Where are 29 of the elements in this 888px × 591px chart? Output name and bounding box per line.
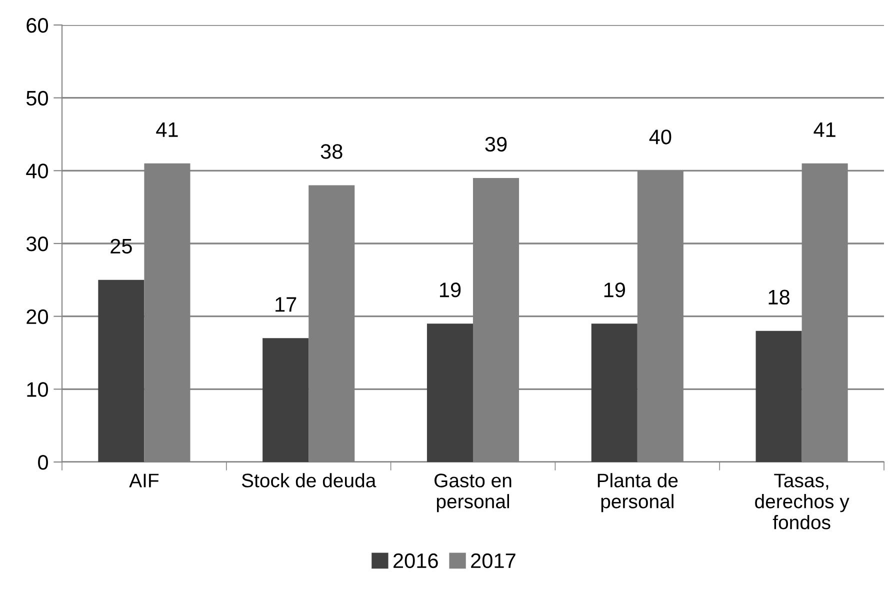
data-label: 41: [814, 122, 836, 137]
bar: [591, 324, 638, 462]
data-label: 17: [276, 297, 296, 312]
data-label: 38: [320, 144, 342, 159]
bar: [262, 338, 309, 462]
legend-label: 2016: [394, 553, 438, 568]
data-label: 19: [604, 282, 625, 298]
x-tick-label: Tasas, derechos y fondos: [755, 474, 850, 530]
y-tick-label: 10: [27, 382, 48, 397]
data-label: 40: [649, 130, 672, 144]
data-label: 25: [110, 238, 132, 254]
x-tick-label: Gasto en personal: [434, 474, 512, 512]
y-tick-label: 60: [26, 18, 48, 33]
data-label: 41: [156, 122, 178, 137]
y-tick-label: 20: [26, 309, 48, 324]
bar: [426, 324, 473, 462]
bar: [98, 280, 144, 462]
y-tick-label: 30: [26, 236, 48, 252]
bar: [756, 330, 802, 462]
y-tick-label: 0: [38, 455, 48, 470]
data-label: 19: [440, 282, 461, 298]
x-tick-label: Stock de deuda: [242, 473, 376, 488]
y-tick-label: 40: [26, 164, 48, 178]
y-tick-label: 50: [26, 90, 48, 106]
data-label: 18: [768, 290, 790, 305]
legend-label: 2017: [471, 553, 516, 568]
x-tick-label: Planta de personal: [598, 473, 678, 512]
x-tick-label: AIF: [129, 474, 159, 488]
data-label: 39: [485, 136, 507, 152]
